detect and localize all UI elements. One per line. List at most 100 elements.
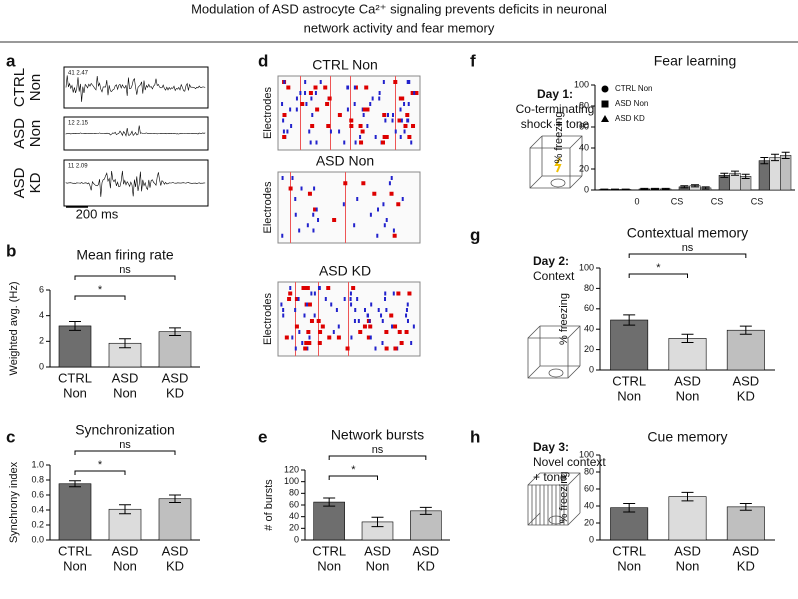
spike: [368, 324, 373, 329]
spike: [392, 291, 395, 296]
spike: [394, 129, 397, 134]
error-bar: [681, 491, 694, 502]
spike: [378, 91, 381, 95]
x-tick-label: CTRL: [612, 543, 646, 558]
row-label: Non: [27, 74, 44, 102]
spike: [406, 319, 409, 323]
day-label: Day 2:: [533, 254, 569, 268]
error-bar: [611, 188, 619, 191]
spike: [317, 341, 322, 345]
row-label: KD: [27, 172, 44, 193]
error-bar: [720, 172, 729, 178]
x-tick-label: Non: [676, 388, 700, 403]
spike: [315, 207, 318, 212]
trace-label: 12 2.15: [68, 121, 89, 127]
legend-label: ASD KD: [615, 114, 645, 123]
legend-marker: [601, 100, 609, 108]
y-tick-label: 100: [579, 262, 594, 272]
bar: [410, 510, 442, 541]
y-tick-label: 0: [39, 361, 44, 371]
error-bar: [169, 494, 181, 503]
scale-bar-label: 200 ms: [76, 206, 119, 221]
spike: [366, 335, 371, 340]
spike: [353, 85, 356, 90]
spike: [368, 319, 371, 323]
y-tick-label: 60: [289, 499, 299, 509]
significance-bracket: [328, 475, 378, 480]
x-tick-label: ASD: [162, 543, 189, 558]
spike: [326, 286, 331, 290]
y-tick-label: 100: [574, 79, 589, 89]
spike: [343, 181, 348, 186]
y-tick-label: 0.2: [31, 519, 44, 529]
chart-title: Mean firing rate: [76, 247, 173, 263]
x-tick-label: KD: [737, 388, 755, 403]
spike: [411, 124, 416, 128]
spike: [337, 324, 340, 329]
y-axis-label: Weighted avg. (Hz): [8, 282, 20, 376]
spike: [353, 102, 356, 106]
spike: [310, 291, 313, 296]
spike: [294, 346, 297, 351]
shock-icon: [554, 157, 562, 173]
spike: [346, 107, 349, 112]
y-tick-label: 20: [584, 344, 594, 354]
error-bar: [371, 516, 384, 528]
trace: [65, 75, 206, 102]
spike: [310, 124, 315, 128]
spike: [349, 297, 352, 301]
spike: [295, 96, 298, 101]
spike: [291, 335, 294, 340]
spike: [381, 140, 386, 145]
significance-label: *: [656, 262, 661, 274]
spike: [393, 324, 398, 329]
spike: [399, 135, 402, 139]
x-tick-label: Non: [63, 385, 87, 400]
x-tick-label: CS: [711, 196, 724, 206]
spike: [314, 91, 317, 95]
spike: [310, 96, 313, 101]
spike: [403, 124, 408, 128]
spike: [325, 102, 330, 106]
y-tick-label: 40: [584, 324, 594, 334]
spike: [338, 129, 341, 134]
row-label: ASD: [11, 118, 28, 149]
y-axis-label: % freezing: [558, 293, 570, 345]
error-bar: [661, 187, 670, 190]
significance-label: ns: [119, 439, 131, 451]
day-text: Context: [533, 269, 575, 283]
spike: [397, 118, 402, 123]
y-tick-label: 0.8: [31, 474, 44, 484]
bar: [610, 507, 649, 541]
x-tick-label: Non: [63, 558, 87, 573]
panel-letter: d: [258, 51, 268, 70]
spike: [337, 113, 342, 117]
day-label: Day 3:: [533, 440, 569, 454]
trace-box: [63, 159, 209, 207]
spike: [380, 313, 383, 318]
x-tick-label: ASD: [112, 543, 139, 558]
legend-label: ASD Non: [615, 99, 648, 108]
spike: [407, 102, 410, 106]
panel-letter: a: [6, 51, 16, 70]
spike: [360, 129, 365, 134]
spike: [377, 308, 380, 312]
spike: [390, 176, 393, 180]
burst-line: [395, 76, 396, 150]
spike: [406, 302, 409, 307]
spike: [366, 124, 369, 128]
spike: [396, 202, 401, 207]
spike: [372, 191, 377, 196]
spike: [362, 107, 367, 112]
significance-bracket: [74, 275, 176, 280]
raster-y-label: Electrodes: [262, 181, 274, 233]
significance-bracket: [74, 450, 176, 455]
y-tick-label: 0.0: [31, 534, 44, 544]
error-bar: [781, 151, 790, 159]
burst-line: [348, 282, 349, 356]
spike: [300, 186, 303, 191]
legend-label: CTRL Non: [615, 84, 653, 93]
spike: [404, 330, 409, 334]
